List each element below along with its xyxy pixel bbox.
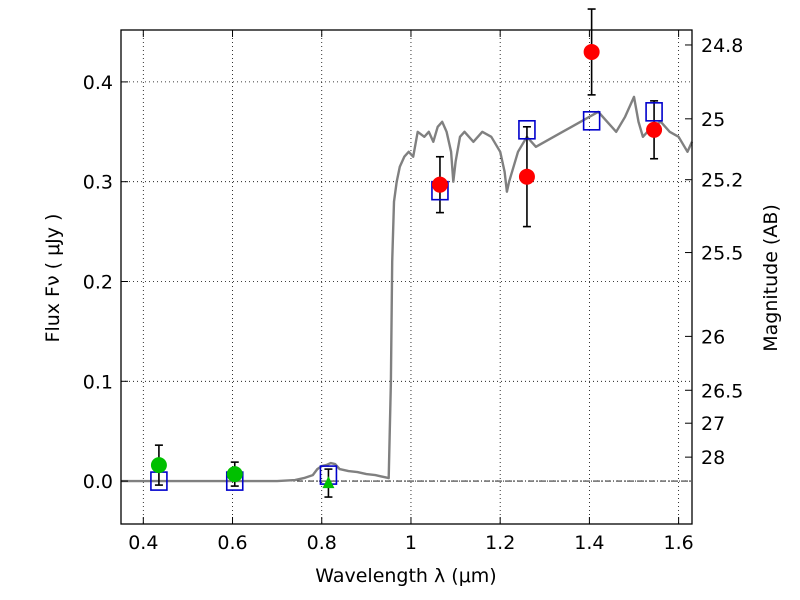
y-tick-label: 0.0 bbox=[83, 471, 113, 493]
right-tick-label: 25.5 bbox=[701, 243, 743, 265]
observed-point-green bbox=[150, 457, 167, 474]
right-tick-label: 25 bbox=[701, 109, 725, 131]
x-tick-label: 1.6 bbox=[664, 532, 694, 554]
x-tick-label: 1.4 bbox=[574, 532, 604, 554]
right-tick-label: 27 bbox=[701, 413, 725, 435]
observed-point-red bbox=[583, 43, 600, 60]
y-tick-label: 0.2 bbox=[83, 271, 113, 293]
right-tick-label: 24.8 bbox=[701, 35, 743, 57]
y-axis-label: Flux Fν ( μJy ) bbox=[42, 214, 64, 343]
observed-point-red bbox=[518, 168, 535, 185]
model-spectrum-layer bbox=[121, 95, 694, 483]
observed-points-layer bbox=[150, 43, 663, 489]
error-bars-layer bbox=[154, 8, 659, 498]
y-tick-label: 0.1 bbox=[83, 371, 113, 393]
y-tick-label: 0.4 bbox=[83, 72, 113, 94]
x-tick-label: 0.6 bbox=[217, 532, 247, 554]
x-tick-label: 0.8 bbox=[307, 532, 337, 554]
x-axis-label: Wavelength λ (μm) bbox=[315, 565, 496, 587]
right-tick-label: 26 bbox=[701, 326, 725, 348]
right-axis-label: Magnitude (AB) bbox=[760, 204, 782, 352]
right-tick-label: 28 bbox=[701, 447, 725, 469]
ticks-layer: 0.4 0.6 0.8 1 1.2 1.4 1.6 0.0 0.1 0.2 0.3 0.4 24.8 25… bbox=[83, 30, 743, 554]
grid bbox=[121, 30, 692, 524]
x-tick-label: 1.2 bbox=[485, 532, 515, 554]
observed-point-triangle bbox=[322, 476, 335, 489]
observed-point-green bbox=[226, 466, 243, 483]
right-tick-label: 25.2 bbox=[701, 170, 743, 192]
model-photometry-box bbox=[518, 119, 536, 140]
x-tick-label: 0.4 bbox=[128, 532, 158, 554]
model-spectrum-line bbox=[121, 95, 694, 483]
plot-frame bbox=[120, 29, 693, 525]
x-tick-label: 1 bbox=[405, 532, 417, 554]
observed-point-red bbox=[431, 176, 448, 193]
right-tick-label: 26.5 bbox=[701, 380, 743, 402]
model-photometry-layer bbox=[150, 102, 663, 491]
model-photometry-box bbox=[582, 111, 601, 131]
model-photometry-box bbox=[645, 102, 663, 122]
observed-point-red bbox=[646, 121, 663, 138]
y-tick-label: 0.3 bbox=[83, 172, 113, 194]
